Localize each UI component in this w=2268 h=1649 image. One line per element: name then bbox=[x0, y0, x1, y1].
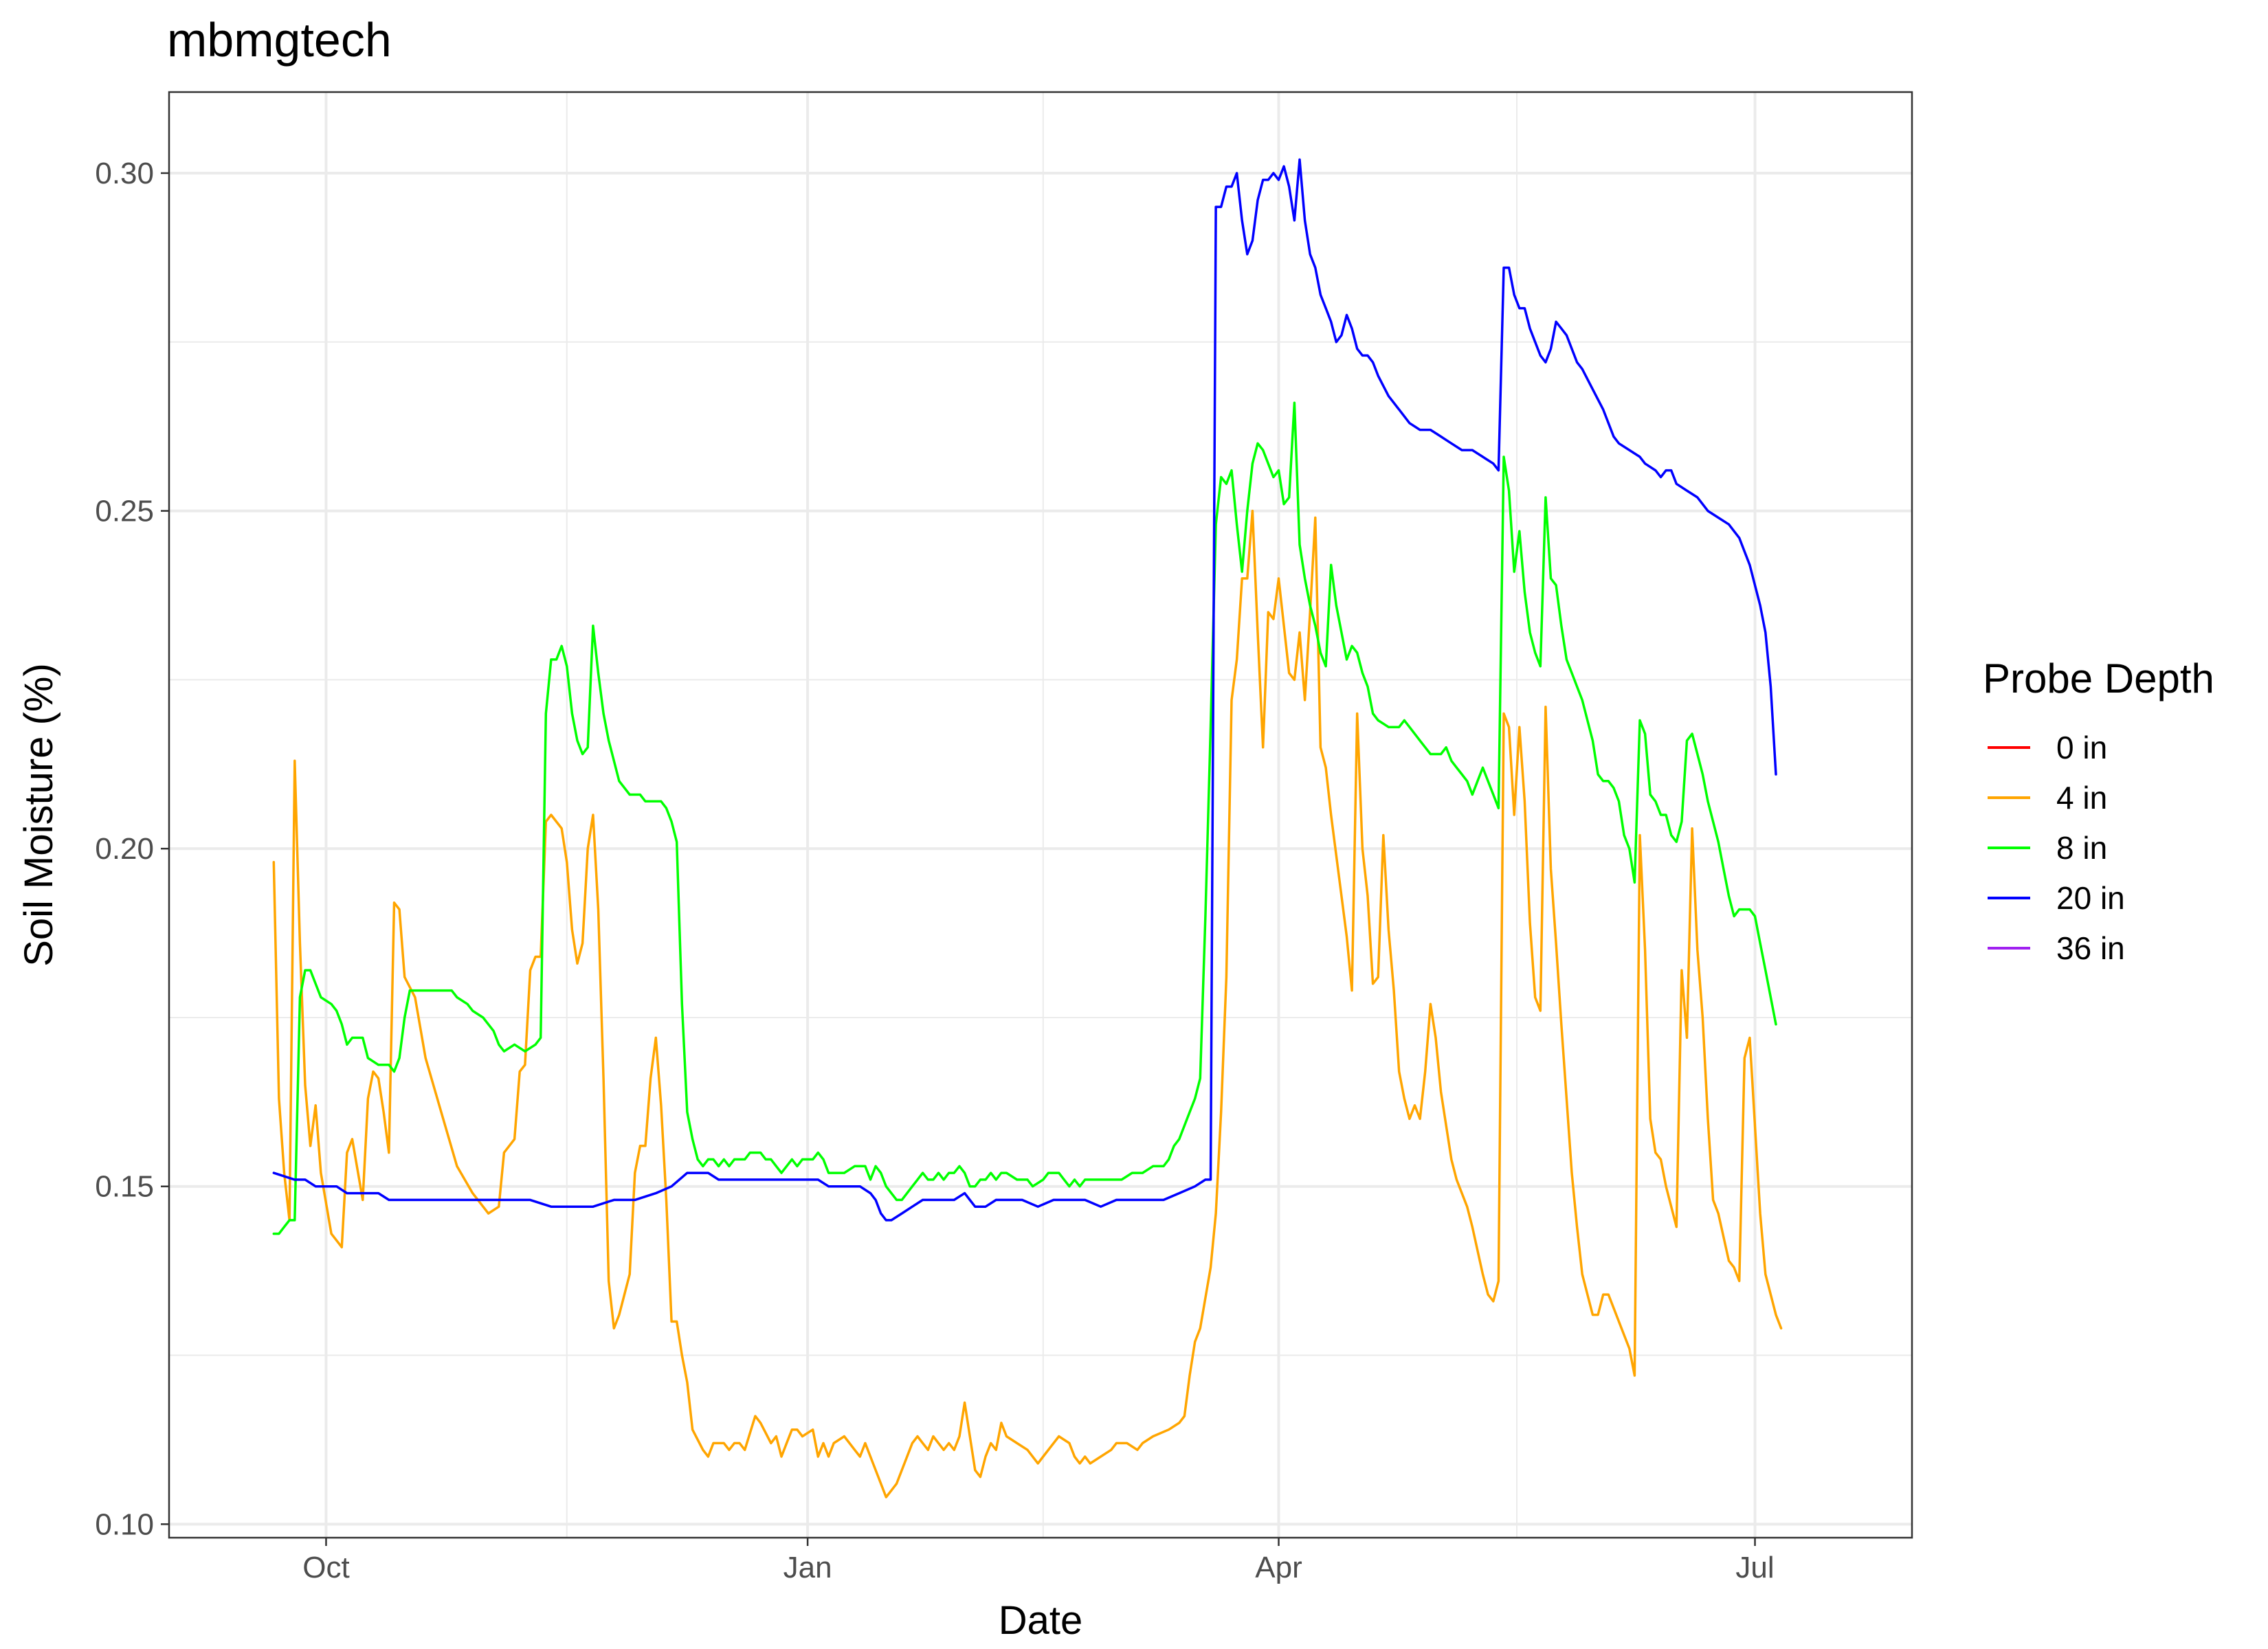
legend-label: 20 in bbox=[2056, 880, 2125, 916]
gridlines bbox=[169, 92, 1912, 1538]
x-tick-label: Apr bbox=[1255, 1551, 1302, 1584]
series-line-4-in bbox=[272, 509, 1783, 1499]
legend-label: 0 in bbox=[2056, 730, 2107, 765]
series-line-20-in bbox=[272, 158, 1777, 1222]
y-tick-label: 0.15 bbox=[95, 1170, 154, 1204]
x-tick-label: Jan bbox=[783, 1551, 832, 1584]
series-lines bbox=[272, 158, 1783, 1499]
legend-label: 4 in bbox=[2056, 780, 2107, 816]
axes: 0.10 0.15 0.20 0.25 0.30 Oct Jan Apr Jul bbox=[95, 157, 1774, 1584]
y-axis-title: Soil Moisture (%) bbox=[16, 663, 61, 967]
y-tick-label: 0.30 bbox=[95, 157, 154, 190]
x-tick-label: Oct bbox=[302, 1551, 349, 1584]
chart-title: mbmgtech bbox=[167, 13, 392, 67]
y-tick-label: 0.10 bbox=[95, 1507, 154, 1541]
plot-border bbox=[168, 91, 1913, 1539]
y-tick-label: 0.20 bbox=[95, 832, 154, 866]
x-axis-title: Date bbox=[999, 1598, 1083, 1643]
series-line-8-in bbox=[272, 401, 1777, 1235]
legend: Probe Depth 0 in 4 in 8 in 20 in 36 in bbox=[1983, 655, 2214, 966]
y-tick-label: 0.25 bbox=[95, 495, 154, 528]
x-tick-label: Jul bbox=[1735, 1551, 1774, 1584]
legend-label: 36 in bbox=[2056, 930, 2125, 966]
legend-items: 0 in 4 in 8 in 20 in 36 in bbox=[1988, 730, 2125, 966]
plot-background bbox=[169, 92, 1912, 1538]
legend-title: Probe Depth bbox=[1983, 655, 2214, 702]
legend-label: 8 in bbox=[2056, 830, 2107, 866]
